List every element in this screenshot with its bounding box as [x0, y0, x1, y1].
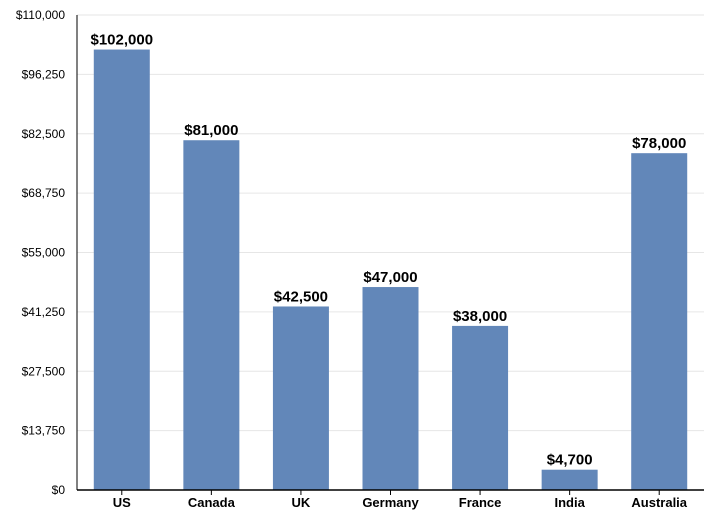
- x-tick-label: US: [113, 495, 131, 510]
- y-tick-label: $110,000: [16, 8, 65, 22]
- y-tick-label: $13,750: [22, 424, 66, 438]
- y-axis-ticks: $0 $13,750 $27,500 $41,250 $55,000 $68,750 $82…: [16, 8, 65, 497]
- data-label: $78,000: [632, 135, 686, 152]
- x-tick-label: France: [459, 495, 502, 510]
- bar-uk: [272, 306, 329, 490]
- y-tick-label: $27,500: [22, 364, 66, 378]
- data-label: $81,000: [184, 122, 238, 139]
- x-axis-ticks: US Canada UK Germany France India Australia: [113, 495, 688, 510]
- bar-us: [93, 49, 150, 490]
- data-label: $102,000: [90, 32, 153, 49]
- y-tick-label: $41,250: [22, 305, 66, 319]
- bar-india: [541, 469, 598, 490]
- bar-australia: [631, 153, 688, 490]
- bar-france: [452, 325, 509, 490]
- axes: [76, 15, 704, 495]
- y-tick-label: $0: [52, 483, 66, 497]
- data-label: $42,500: [274, 288, 328, 305]
- y-tick-label: $55,000: [22, 246, 66, 260]
- x-tick-label: Germany: [362, 495, 419, 510]
- bar-canada: [183, 140, 240, 490]
- bars: [93, 49, 688, 490]
- data-label: $47,000: [363, 269, 417, 286]
- x-tick-label: UK: [292, 495, 311, 510]
- x-tick-label: Australia: [631, 495, 687, 510]
- data-labels: $102,000 $81,000 $42,500 $47,000 $38,000 $4,7…: [90, 32, 686, 469]
- x-tick-label: India: [554, 495, 585, 510]
- data-label: $4,700: [547, 452, 593, 469]
- data-label: $38,000: [453, 308, 507, 325]
- x-tick-label: Canada: [188, 495, 236, 510]
- bar-germany: [362, 287, 419, 490]
- y-tick-label: $96,250: [22, 67, 66, 81]
- y-tick-label: $68,750: [22, 186, 66, 200]
- y-tick-label: $82,500: [22, 127, 66, 141]
